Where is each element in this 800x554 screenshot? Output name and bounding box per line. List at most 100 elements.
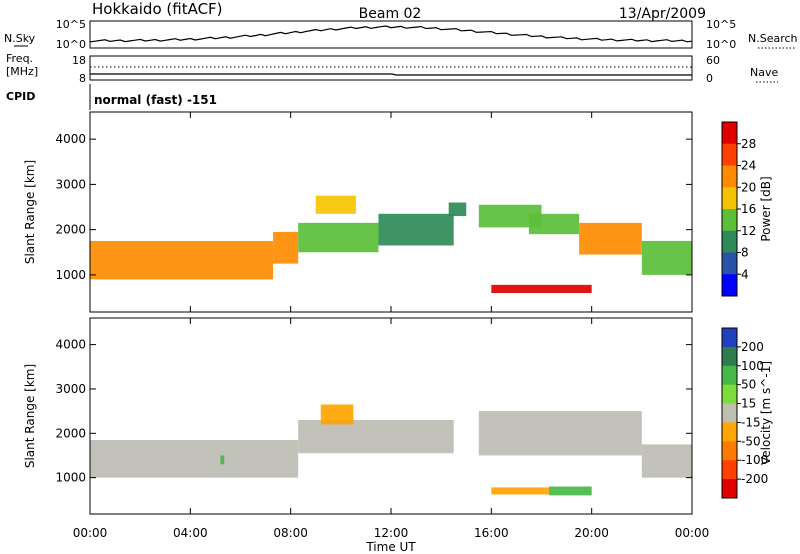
velocity-panel: 1000 2000 3000 4000 Slant Range [km] 200 100… xyxy=(23,317,773,515)
power-region-6 xyxy=(478,204,542,228)
velocity-ytick-label-2: 3000 xyxy=(55,382,86,396)
velocity-colorbar-label-7: -200 xyxy=(741,472,768,486)
power-region-9 xyxy=(641,240,692,275)
cpid-value: normal (fast) -151 xyxy=(94,93,217,107)
velocity-yticks: 1000 2000 3000 4000 xyxy=(55,318,693,514)
power-colorbar-label-5: 24 xyxy=(741,159,756,173)
velocity-region-1 xyxy=(298,419,454,454)
velocity-region-2 xyxy=(478,411,642,456)
velocity-colorbar-cell-2 xyxy=(722,365,737,386)
power-region-0 xyxy=(90,240,274,280)
power-colorbar-label-6: 28 xyxy=(741,137,756,151)
power-colorbar-label-4: 20 xyxy=(741,180,756,194)
freq-panel: Freq. [MHz] 18 8 60 0 Nave xyxy=(6,52,778,85)
velocity-region-7 xyxy=(549,486,592,496)
power-colorbar-cell-5 xyxy=(722,230,737,253)
x-tick-label-2: 08:00 xyxy=(273,526,308,540)
power-region-5 xyxy=(448,202,467,217)
velocity-colorbar: 200 100 50 15 -15 -50 -100 -200 xyxy=(721,327,768,499)
cpid-panel: CPID normal (fast) -151 xyxy=(6,84,217,110)
velocity-colorbar-frame xyxy=(721,327,738,499)
station-title: Hokkaido (fitACF) xyxy=(92,0,223,18)
x-tick-label-1: 04:00 xyxy=(173,526,208,540)
velocity-colorbar-label-1: 100 xyxy=(741,359,764,373)
power-data xyxy=(90,195,692,293)
power-colorbar-cell-6 xyxy=(722,252,737,275)
velocity-region-3 xyxy=(641,444,692,478)
power-colorbar-cell-1 xyxy=(722,143,737,166)
power-colorbar: 4 8 12 16 20 24 28 xyxy=(721,121,756,297)
velocity-region-0 xyxy=(90,439,299,478)
power-panel: 1000 2000 3000 4000 Slant Range [km] 4 8 12 16… xyxy=(23,111,773,313)
power-colorbar-label-0: 4 xyxy=(741,267,749,281)
noise-left-tick-high: 10^5 xyxy=(56,18,86,31)
power-region-10 xyxy=(491,284,592,293)
power-ytick-label-1: 2000 xyxy=(55,223,86,237)
freq-left-label-2: [MHz] xyxy=(6,65,38,78)
freq-left-tick-high: 18 xyxy=(72,54,86,67)
velocity-colorbar-label-0: 200 xyxy=(741,340,764,354)
power-colorbar-label: Power [dB] xyxy=(759,176,773,241)
velocity-colorbar-label-3: 15 xyxy=(741,397,756,411)
noise-left-label: N.Sky xyxy=(4,32,36,45)
velocity-colorbar-label-2: 50 xyxy=(741,378,756,392)
velocity-region-5 xyxy=(220,455,225,465)
x-tick-label-0: 00:00 xyxy=(73,526,108,540)
x-tick-label-3: 12:00 xyxy=(374,526,409,540)
power-region-3 xyxy=(315,195,356,214)
power-plot-bg xyxy=(90,112,692,312)
velocity-ytick-label-1: 2000 xyxy=(55,426,86,440)
freq-panel-frame xyxy=(89,55,693,81)
noise-right-label: N.Search xyxy=(748,32,798,45)
noise-trace xyxy=(89,25,693,43)
date-title: 13/Apr/2009 xyxy=(619,6,706,22)
freq-left-label-1: Freq. xyxy=(6,52,33,65)
power-region-7 xyxy=(528,213,580,235)
beam-title: Beam 02 xyxy=(359,6,422,22)
cpid-label: CPID xyxy=(6,90,35,103)
velocity-colorbar-label: Velocity [m s^-1] xyxy=(759,361,773,465)
velocity-colorbar-label-6: -100 xyxy=(741,453,768,467)
velocity-ytick-label-3: 4000 xyxy=(55,338,86,352)
power-colorbar-cell-0 xyxy=(722,122,737,145)
x-tick-label-4: 16:00 xyxy=(474,526,509,540)
velocity-y-axis-label: Slant Range [km] xyxy=(23,364,37,468)
power-ytick-label-0: 1000 xyxy=(55,268,86,282)
freq-trace xyxy=(90,73,692,76)
x-axis: 00:00 04:00 08:00 12:00 16:00 20:00 00:00 xyxy=(73,526,710,540)
power-colorbar-cell-3 xyxy=(722,187,737,210)
power-colorbar-cell-2 xyxy=(722,165,737,188)
velocity-colorbar-cell-7 xyxy=(722,460,737,480)
velocity-colorbar-cell-3 xyxy=(722,384,737,405)
freq-left-tick-low: 8 xyxy=(79,72,86,85)
power-ytick-label-2: 3000 xyxy=(55,177,86,191)
power-ytick-label-3: 4000 xyxy=(55,132,86,146)
freq-right-tick-high: 60 xyxy=(706,54,720,67)
velocity-region-6 xyxy=(491,487,550,495)
velocity-colorbar-cell-4 xyxy=(722,403,737,423)
power-region-1 xyxy=(273,231,299,264)
velocity-colorbar-cell-8 xyxy=(722,479,737,499)
power-colorbar-cell-4 xyxy=(722,209,737,232)
power-region-8 xyxy=(579,222,642,255)
noise-right-tick-high: 10^5 xyxy=(706,18,736,31)
noise-right-tick-low: 10^0 xyxy=(706,38,736,51)
noise-left-tick-low: 10^0 xyxy=(56,38,86,51)
power-yticks: 1000 2000 3000 4000 xyxy=(55,112,693,312)
noise-panel-frame xyxy=(89,20,693,49)
power-y-axis-label: Slant Range [km] xyxy=(23,160,37,264)
velocity-ytick-label-0: 1000 xyxy=(55,471,86,485)
freq-right-tick-low: 0 xyxy=(706,72,713,85)
x-tick-label-6: 00:00 xyxy=(675,526,710,540)
velocity-colorbar-cell-5 xyxy=(722,422,737,442)
power-region-4 xyxy=(378,213,454,246)
noise-panel: N.Sky 10^5 10^0 10^5 10^0 N.Search xyxy=(4,18,798,51)
velocity-data xyxy=(90,404,692,496)
velocity-region-4 xyxy=(320,404,354,425)
velocity-colorbar-cell-0 xyxy=(722,328,737,348)
power-colorbar-label-2: 12 xyxy=(741,224,756,238)
power-region-2 xyxy=(298,222,379,253)
velocity-colorbar-cell-6 xyxy=(722,441,737,461)
velocity-colorbar-label-5: -50 xyxy=(741,434,761,448)
